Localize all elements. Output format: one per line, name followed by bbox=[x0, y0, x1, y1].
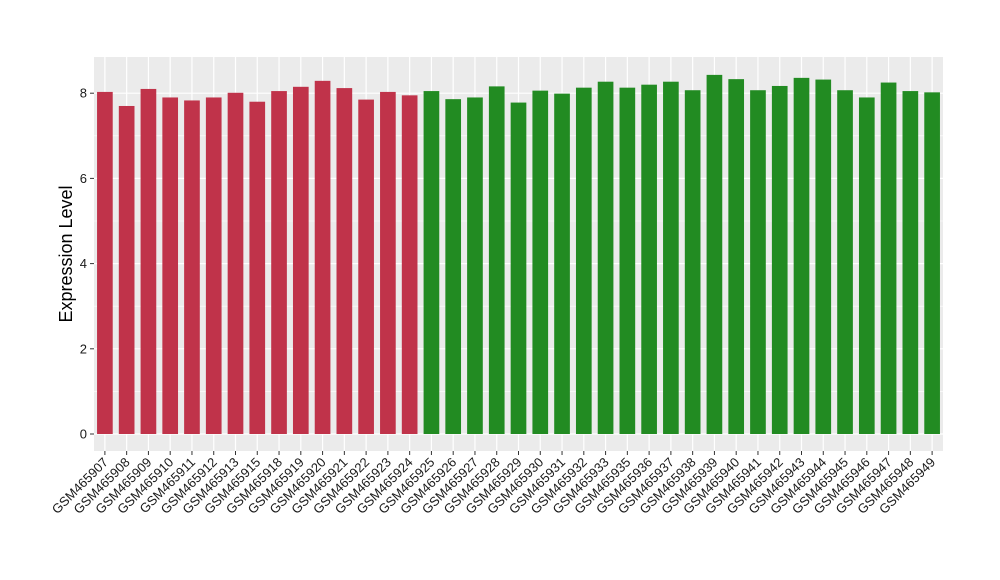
bar-GSM465944 bbox=[815, 79, 832, 435]
bar-GSM465918 bbox=[271, 91, 287, 434]
bar-GSM465920 bbox=[314, 80, 331, 434]
y-tick-label: 6 bbox=[80, 171, 87, 186]
bar-GSM465908 bbox=[118, 105, 135, 434]
bar-GSM465942 bbox=[771, 85, 788, 434]
bar-GSM465935 bbox=[619, 87, 636, 435]
y-tick-label: 0 bbox=[80, 427, 87, 442]
bar-GSM465928 bbox=[488, 86, 505, 434]
bar-GSM465925 bbox=[423, 91, 440, 434]
bars bbox=[97, 74, 940, 435]
bar-GSM465946 bbox=[858, 97, 875, 435]
bar-GSM465923 bbox=[380, 91, 396, 434]
bar-GSM465941 bbox=[750, 90, 766, 434]
bar-GSM465930 bbox=[532, 90, 549, 435]
bar-GSM465927 bbox=[467, 97, 483, 435]
bar-GSM465911 bbox=[184, 100, 200, 434]
bar-GSM465919 bbox=[292, 86, 309, 434]
y-axis: 0 2 4 6 8 bbox=[80, 86, 94, 442]
x-axis: GSM465907GSM465908GSM465909GSM465910GSM4… bbox=[49, 451, 938, 517]
bar-GSM465936 bbox=[641, 84, 657, 435]
bar-GSM465943 bbox=[793, 77, 810, 434]
y-axis-title: Expression Level bbox=[56, 185, 76, 322]
y-tick-label: 8 bbox=[80, 86, 87, 101]
bar-GSM465921 bbox=[336, 88, 353, 434]
bar-GSM465913 bbox=[227, 92, 244, 435]
bar-GSM465933 bbox=[597, 81, 614, 434]
bar-GSM465948 bbox=[902, 91, 919, 434]
bar-GSM465938 bbox=[684, 90, 701, 434]
bar-GSM465924 bbox=[401, 95, 418, 434]
y-tick-label: 2 bbox=[80, 341, 87, 356]
bar-GSM465929 bbox=[510, 102, 527, 435]
bar-GSM465937 bbox=[663, 81, 679, 434]
bar-GSM465907 bbox=[97, 91, 113, 434]
bar-GSM465939 bbox=[706, 74, 723, 434]
bar-GSM465909 bbox=[140, 88, 157, 434]
bar-GSM465915 bbox=[249, 101, 266, 434]
bar-GSM465940 bbox=[728, 79, 745, 434]
bar-GSM465931 bbox=[554, 93, 570, 434]
bar-GSM465926 bbox=[445, 99, 462, 434]
bar-GSM465932 bbox=[575, 87, 592, 435]
y-tick-label: 4 bbox=[80, 256, 87, 271]
bar-GSM465922 bbox=[358, 99, 374, 434]
bar-GSM465912 bbox=[205, 97, 222, 435]
bar-GSM465910 bbox=[162, 97, 179, 435]
bar-GSM465945 bbox=[837, 90, 853, 434]
bar-GSM465947 bbox=[880, 82, 897, 435]
bar-GSM465949 bbox=[924, 92, 940, 435]
